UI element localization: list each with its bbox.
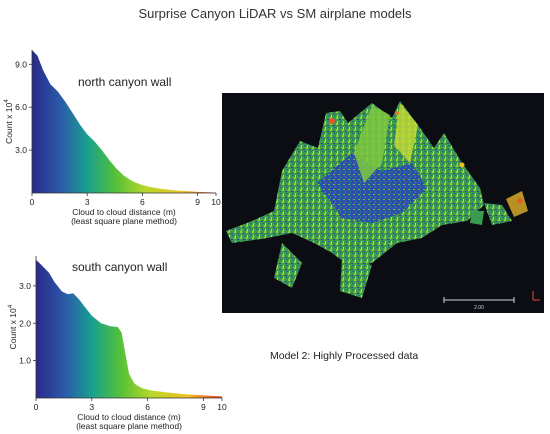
y-tick-label: 3.0 xyxy=(15,145,27,155)
model-caption: Model 2: Highly Processed data xyxy=(270,350,419,362)
x-tick-label: 6 xyxy=(140,197,145,207)
x-tick-label: 10 xyxy=(211,197,221,207)
point-cloud-render: 2.00 xyxy=(226,101,540,311)
x-tick-label: 10 xyxy=(217,402,227,412)
x-tick-label: 3 xyxy=(85,197,90,207)
x-tick-label: 3 xyxy=(89,402,94,412)
x-tick-label: 9 xyxy=(195,197,200,207)
y-axis-label: Count x 104 xyxy=(7,304,18,349)
x-axis-sublabel: (least square plane method) xyxy=(76,421,182,431)
y-tick-label: 2.0 xyxy=(19,318,31,328)
y-tick-label: 1.0 xyxy=(19,356,31,366)
x-axis-label: Cloud to cloud distance (m) xyxy=(72,207,176,217)
x-tick-label: 9 xyxy=(201,402,206,412)
page-title: Surprise Canyon LiDAR vs SM airplane mod… xyxy=(138,6,412,21)
histogram-area xyxy=(36,259,222,398)
histogram-area xyxy=(32,50,216,193)
lidar-point-cloud-image: 2.00 xyxy=(222,93,544,313)
y-axis-label: Count x 104 xyxy=(3,99,14,144)
x-tick-label: 6 xyxy=(145,402,150,412)
y-tick-label: 3.0 xyxy=(19,281,31,291)
y-tick-label: 9.0 xyxy=(15,59,27,69)
chart-annotation: north canyon wall xyxy=(78,75,171,89)
x-axis-label: Cloud to cloud distance (m) xyxy=(77,412,181,422)
chart-annotation: south canyon wall xyxy=(72,260,167,274)
x-axis-sublabel: (least square plane method) xyxy=(71,216,177,226)
scalebar-label: 2.00 xyxy=(474,305,484,311)
x-tick-label: 0 xyxy=(34,402,39,412)
x-tick-label: 0 xyxy=(30,197,35,207)
y-tick-label: 6.0 xyxy=(15,102,27,112)
